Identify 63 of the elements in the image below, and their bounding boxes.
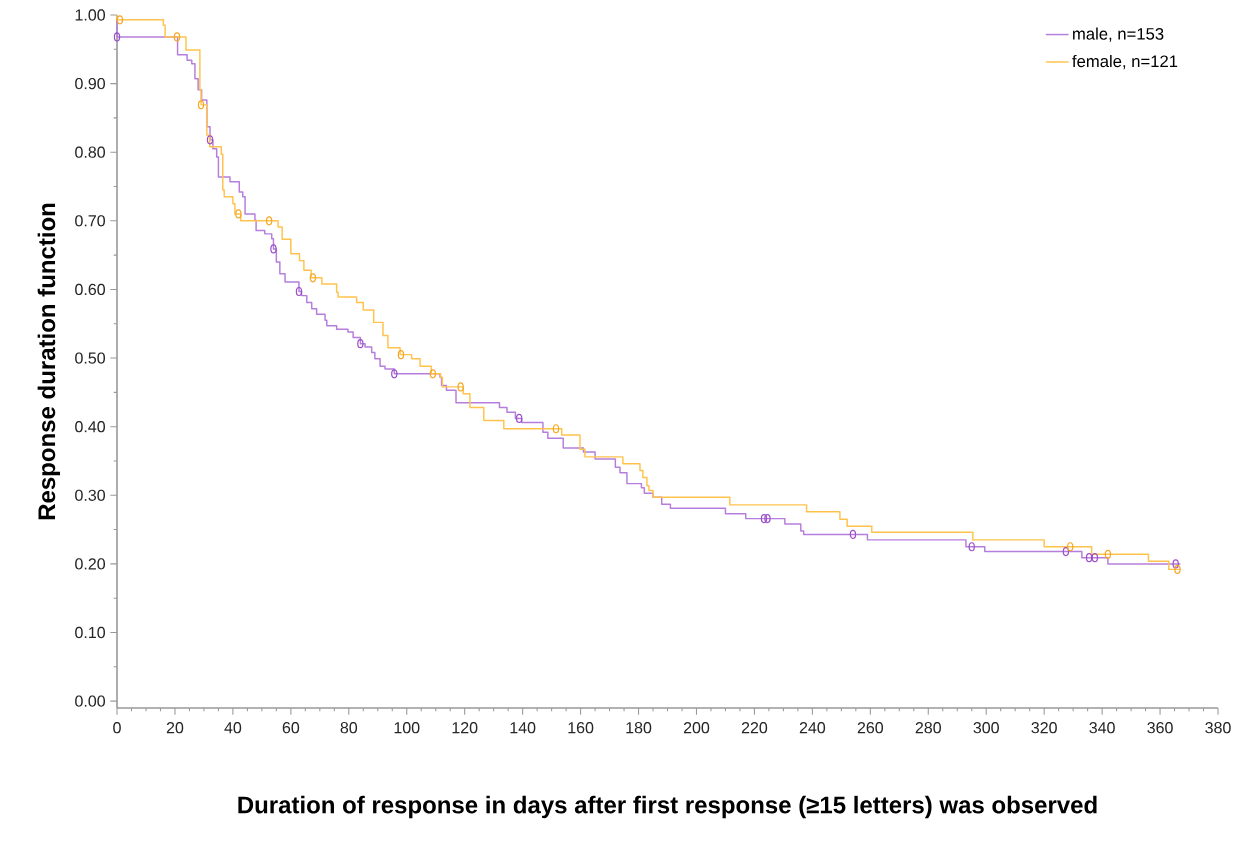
point bbox=[1085, 553, 1093, 563]
y-tick-label: 0.50 bbox=[75, 352, 106, 364]
x-tick-label: 180 bbox=[626, 722, 652, 734]
x-tick-label: 380 bbox=[1205, 722, 1231, 734]
point bbox=[113, 32, 121, 42]
x-tick-label: 20 bbox=[166, 722, 184, 734]
point bbox=[309, 273, 317, 283]
x-tick-label: 120 bbox=[452, 722, 478, 734]
x-tick-label: 200 bbox=[683, 722, 710, 734]
x-tick-label: 60 bbox=[282, 722, 300, 734]
x-tick-label: 360 bbox=[1147, 722, 1173, 734]
point bbox=[295, 286, 303, 297]
point bbox=[1172, 559, 1179, 569]
point bbox=[116, 15, 124, 25]
point bbox=[1067, 542, 1074, 552]
point bbox=[968, 542, 975, 552]
x-axis-title: Duration of response in days after first response (≥15 letters) was observed bbox=[238, 795, 1097, 819]
y-tick-label: 0.30 bbox=[75, 489, 106, 501]
point bbox=[173, 32, 181, 42]
point bbox=[1104, 549, 1112, 559]
x-tick-label: 80 bbox=[340, 722, 358, 734]
x-tick-label: 240 bbox=[799, 722, 826, 734]
x-tick-label: 340 bbox=[1089, 722, 1115, 734]
point bbox=[206, 135, 214, 145]
x-tick-label: 300 bbox=[973, 722, 999, 734]
point bbox=[197, 100, 205, 110]
y-axis-title: Response duration function bbox=[37, 203, 60, 520]
x-tick-label: 160 bbox=[568, 722, 594, 734]
x-tick-label: 140 bbox=[510, 722, 536, 734]
y-tick-label: 0.10 bbox=[75, 626, 106, 639]
point bbox=[552, 424, 560, 434]
y-tick-label: 0.60 bbox=[75, 283, 106, 296]
x-tick-label: 100 bbox=[394, 722, 420, 734]
y-tick-label: 0.00 bbox=[75, 695, 106, 707]
point bbox=[265, 216, 273, 226]
point bbox=[1174, 564, 1181, 574]
y-tick-label: 0.70 bbox=[75, 215, 106, 227]
x-tick-label: 320 bbox=[1031, 722, 1057, 734]
y-tick-label: 0.40 bbox=[75, 421, 106, 433]
point bbox=[235, 209, 242, 219]
x-tick-label: 220 bbox=[741, 722, 768, 734]
point bbox=[515, 413, 523, 424]
x-tick-label: 260 bbox=[857, 722, 884, 734]
point bbox=[849, 529, 857, 539]
point bbox=[270, 244, 277, 254]
point bbox=[429, 369, 437, 379]
point bbox=[397, 350, 405, 360]
legend-label: male, n=153 bbox=[1073, 27, 1164, 42]
point bbox=[391, 369, 398, 379]
point bbox=[457, 382, 464, 392]
x-tick-label: 0 bbox=[113, 722, 121, 734]
y-tick-label: 0.20 bbox=[75, 558, 106, 570]
x-tick-label: 40 bbox=[224, 722, 242, 734]
x-tick-label: 280 bbox=[915, 722, 941, 734]
point bbox=[357, 339, 364, 349]
point bbox=[764, 514, 771, 524]
point bbox=[760, 514, 768, 524]
y-tick-label: 0.90 bbox=[75, 77, 106, 90]
y-tick-label: 1.00 bbox=[75, 9, 106, 21]
legend-label: female, n=121 bbox=[1072, 54, 1178, 70]
point bbox=[1062, 546, 1070, 557]
y-tick-label: 0.80 bbox=[75, 146, 106, 158]
point bbox=[1091, 553, 1099, 563]
